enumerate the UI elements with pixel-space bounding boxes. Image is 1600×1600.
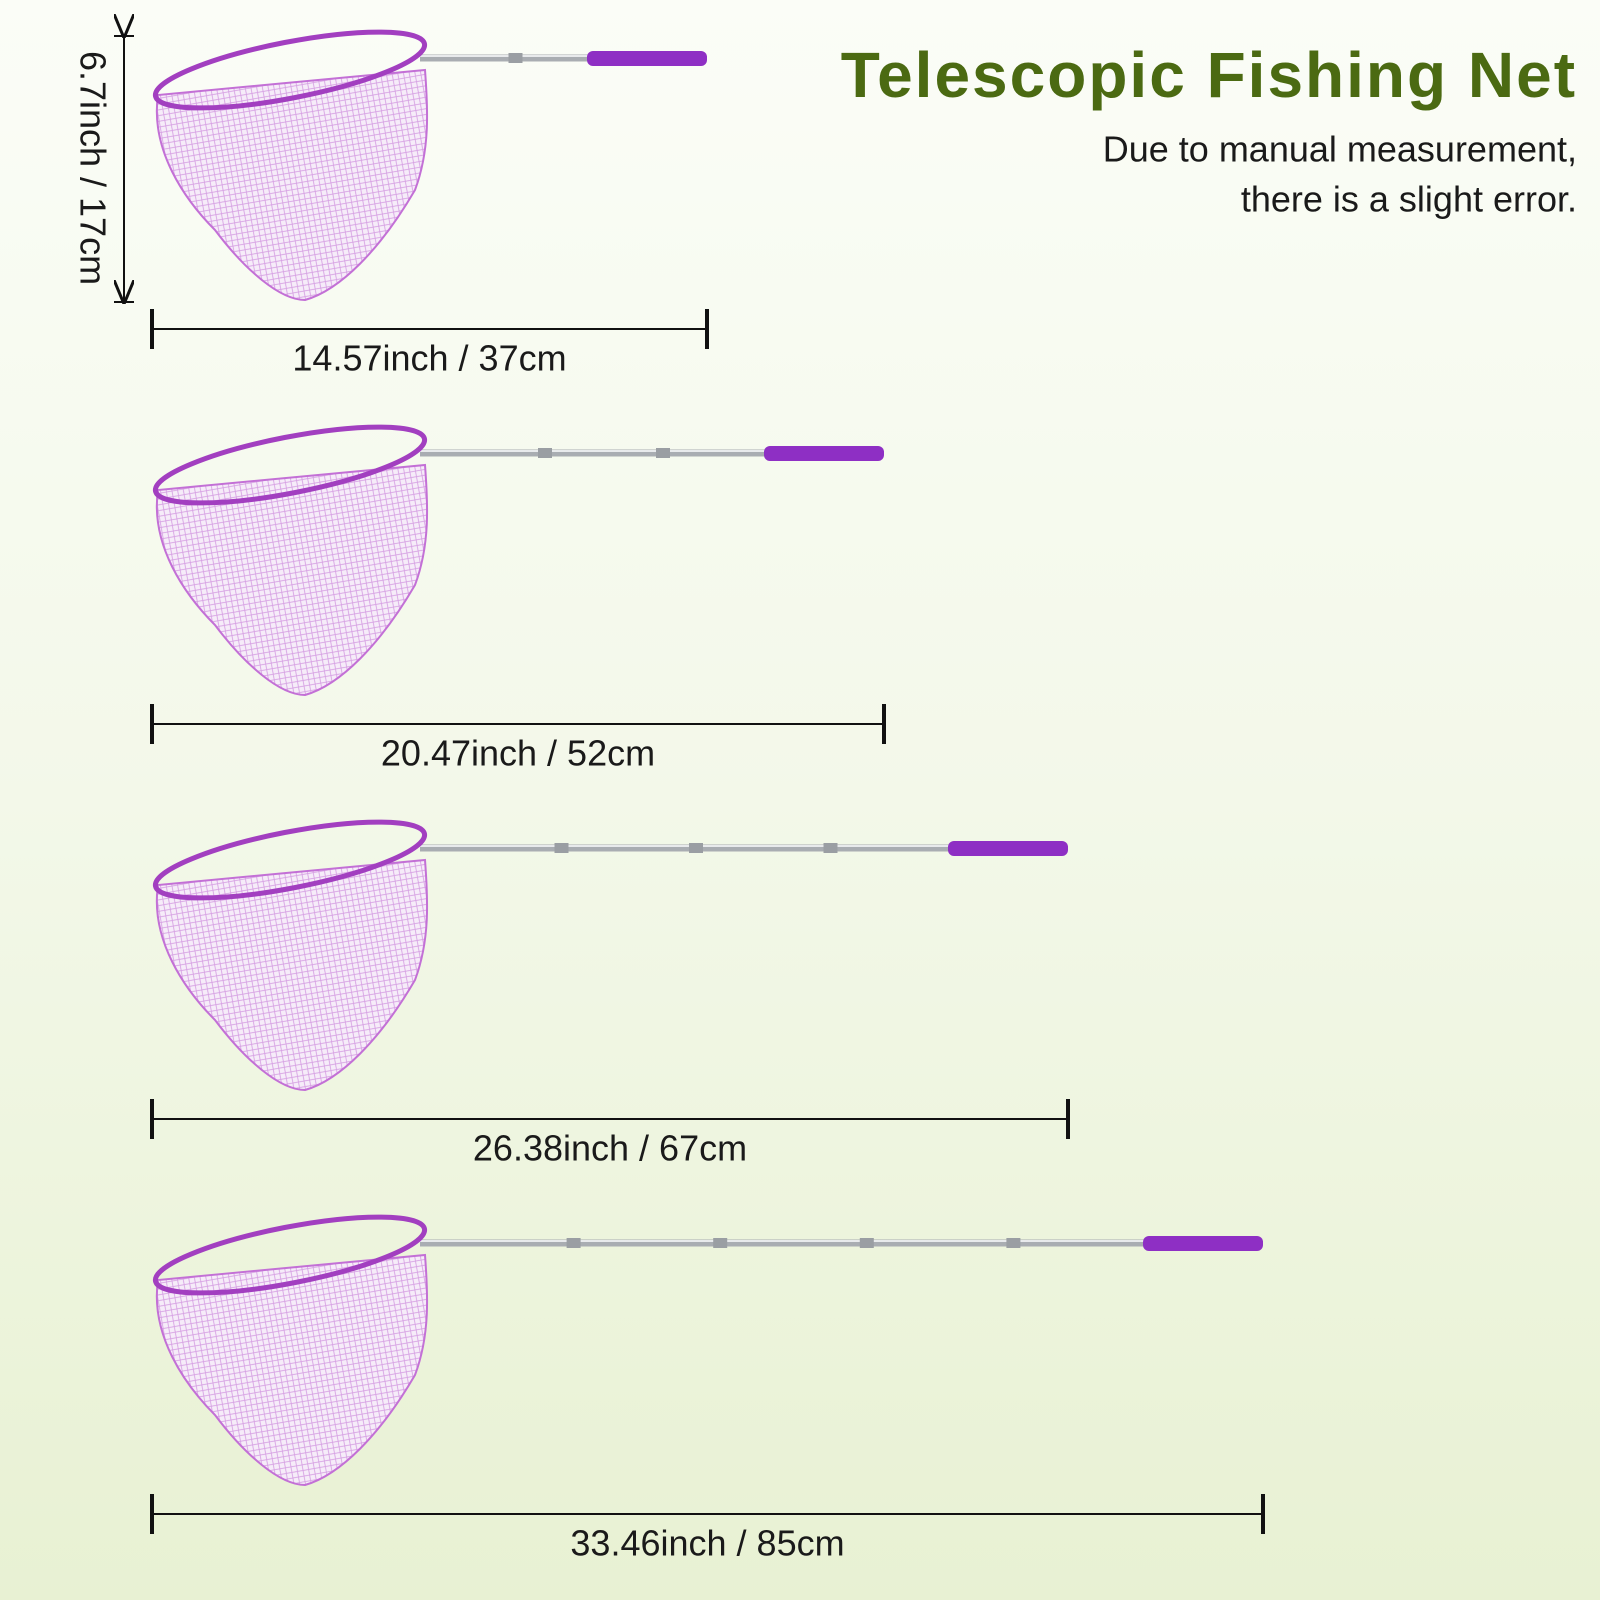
net-row: 20.47inch / 52cm: [150, 411, 886, 774]
length-label: 26.38inch / 67cm: [473, 1128, 747, 1169]
handle-grip: [587, 51, 707, 66]
height-label: 6.7inch / 17cm: [72, 51, 113, 285]
net-hoop: [150, 16, 430, 300]
net-row: 14.57inch / 37cm: [150, 16, 709, 379]
length-label: 33.46inch / 85cm: [570, 1523, 844, 1564]
length-label: 14.57inch / 37cm: [292, 338, 566, 379]
title: Telescopic Fishing Net: [841, 39, 1577, 111]
handle-joint: [538, 448, 552, 458]
handle-grip: [764, 446, 884, 461]
nets: 14.57inch / 37cm 20.47inch / 52cm 26.38inc…: [150, 16, 1265, 1564]
net-hoop: [150, 411, 430, 695]
net-hoop: [150, 1201, 430, 1485]
handle-joint: [689, 843, 703, 853]
handle-grip: [948, 841, 1068, 856]
handle-grip: [1143, 1236, 1263, 1251]
handle-joint: [1006, 1238, 1021, 1248]
handle-joint: [859, 1238, 874, 1248]
note-line: Due to manual measurement,: [1103, 129, 1577, 170]
note-line: there is a slight error.: [1241, 179, 1577, 220]
handle-joint: [656, 448, 670, 458]
net-hoop: [150, 806, 430, 1090]
handle-joint: [713, 1238, 728, 1248]
net-row: 33.46inch / 85cm: [150, 1201, 1265, 1564]
handle-joint: [508, 53, 523, 63]
length-label: 20.47inch / 52cm: [381, 733, 655, 774]
net-row: 26.38inch / 67cm: [150, 806, 1070, 1169]
handle-joint: [823, 843, 838, 853]
handle-joint: [554, 843, 569, 853]
handle-joint: [566, 1238, 581, 1248]
